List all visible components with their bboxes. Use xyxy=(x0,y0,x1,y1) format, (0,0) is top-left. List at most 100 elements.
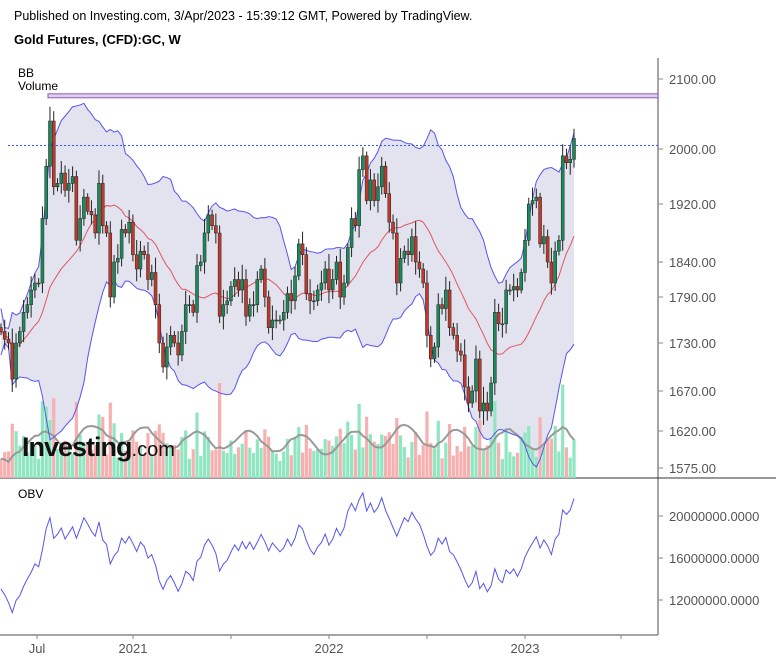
candle xyxy=(496,303,501,332)
candle-body xyxy=(150,272,154,280)
candle xyxy=(55,178,60,192)
candle xyxy=(436,293,441,358)
bb-lower-line xyxy=(0,280,575,468)
candle-body xyxy=(293,275,297,302)
candle xyxy=(199,254,203,272)
candle-body xyxy=(481,402,486,412)
candle-body xyxy=(266,296,271,328)
candle-body xyxy=(413,236,418,263)
volume-bar xyxy=(225,453,229,478)
volume-bar xyxy=(135,441,139,478)
logo-text: Investing xyxy=(22,432,133,462)
candle-body xyxy=(496,312,501,325)
candle xyxy=(33,273,37,299)
candle-body xyxy=(176,342,180,356)
candle xyxy=(459,343,463,362)
candle xyxy=(342,274,346,305)
volume-bar xyxy=(55,448,60,478)
candle-body xyxy=(131,221,135,255)
volume-bar xyxy=(304,424,308,478)
candle-body xyxy=(289,293,293,302)
candle-body xyxy=(372,179,376,201)
volume-bar xyxy=(312,450,316,478)
candle xyxy=(89,200,94,225)
candle xyxy=(319,270,324,301)
candle xyxy=(470,385,474,408)
candle-body xyxy=(568,159,572,163)
candle xyxy=(232,267,237,297)
candle-body xyxy=(44,165,48,219)
volume-bar xyxy=(402,447,406,478)
candle-body xyxy=(33,282,37,291)
candle xyxy=(168,326,173,356)
candle xyxy=(210,209,214,231)
candle xyxy=(108,221,113,308)
candle-body xyxy=(59,172,64,184)
volume-bar xyxy=(104,454,109,478)
candle xyxy=(165,332,169,380)
candle-body xyxy=(387,193,392,223)
candle xyxy=(48,106,52,179)
volume-bar xyxy=(191,449,195,478)
candle-body xyxy=(221,304,226,317)
volume-bar xyxy=(251,453,256,478)
volume-bar xyxy=(383,435,388,478)
candle-body xyxy=(474,358,478,392)
candle-body xyxy=(410,236,414,255)
volume-bar xyxy=(466,446,471,478)
candle-body xyxy=(108,232,113,298)
obv-tick-label: 20000000.0000 xyxy=(669,509,759,524)
candle xyxy=(534,188,539,209)
candle xyxy=(376,173,380,213)
volume-bar xyxy=(101,416,105,478)
candle xyxy=(180,324,184,362)
candle xyxy=(334,255,339,285)
volume-bar xyxy=(120,433,124,478)
candle-body xyxy=(165,346,169,368)
volume-bar xyxy=(240,443,244,478)
candle-body xyxy=(240,279,244,291)
candle-body xyxy=(334,261,339,280)
candle-body xyxy=(161,342,165,368)
volume-bar xyxy=(527,425,531,478)
candle xyxy=(36,278,41,288)
candle xyxy=(455,322,459,363)
candle xyxy=(557,235,561,256)
candle xyxy=(297,238,301,281)
candle-body xyxy=(519,272,523,291)
legend-bb: BB xyxy=(18,66,35,80)
candle xyxy=(274,310,278,329)
volume-bar xyxy=(146,433,150,478)
volume-bar xyxy=(334,436,339,478)
candle xyxy=(134,240,139,282)
candle xyxy=(308,279,312,315)
volume-bar xyxy=(523,432,527,478)
candle xyxy=(372,173,376,207)
candle-body xyxy=(14,342,18,380)
candle xyxy=(6,332,11,350)
candle-body xyxy=(353,218,358,226)
candle-body xyxy=(116,258,120,263)
volume-bar xyxy=(218,383,222,478)
candle xyxy=(504,279,508,334)
candle-body xyxy=(70,176,75,184)
candle-body xyxy=(315,289,320,302)
candle-body xyxy=(511,286,516,291)
volume-bar xyxy=(37,458,41,478)
candle-body xyxy=(74,176,79,241)
candle-body xyxy=(168,335,173,348)
volume-bar xyxy=(82,441,86,478)
volume-bar xyxy=(504,428,508,478)
candle-body xyxy=(391,221,395,234)
volume-bar xyxy=(236,447,241,478)
candle xyxy=(527,197,531,246)
volume-bar xyxy=(153,430,158,478)
candle xyxy=(338,248,343,309)
candle xyxy=(51,111,56,196)
candle-body xyxy=(342,282,346,298)
candle xyxy=(2,319,7,350)
volume-bar xyxy=(542,446,546,478)
candle xyxy=(478,350,482,419)
volume-bar xyxy=(138,446,143,478)
